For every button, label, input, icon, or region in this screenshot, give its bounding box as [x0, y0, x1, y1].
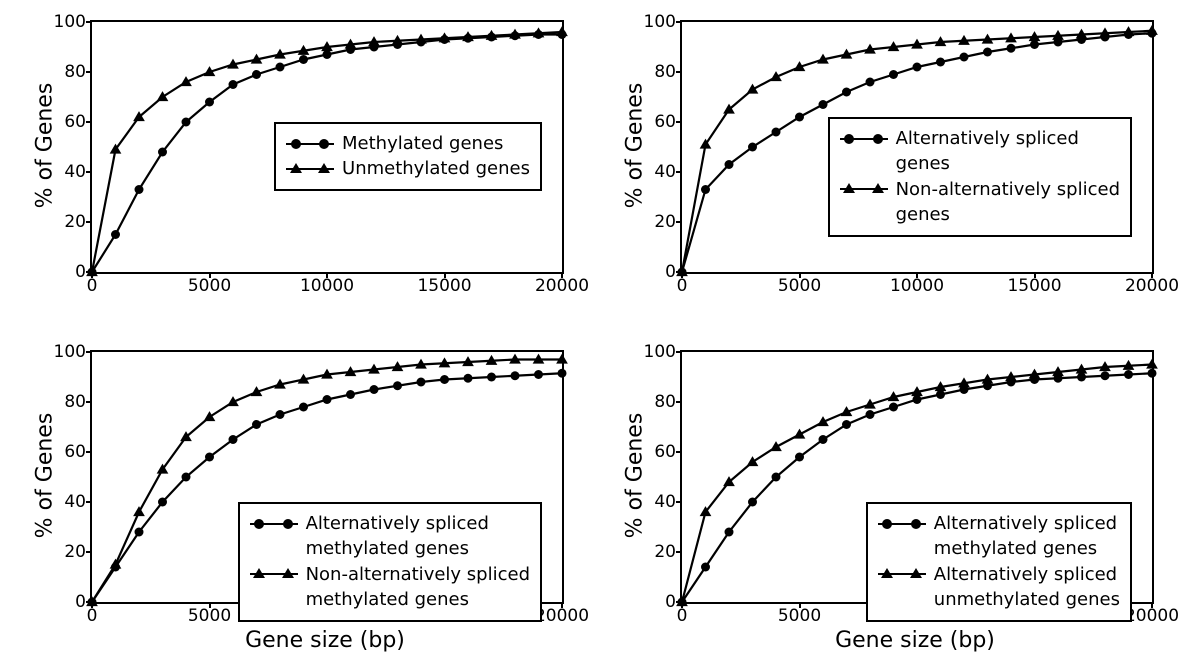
legend-sample-triangle	[878, 566, 926, 582]
plot-area: 02040608010005000100001500020000Alternat…	[680, 350, 1154, 604]
panel-bottom_left: 02040608010005000100001500020000Alternat…	[90, 350, 560, 600]
x-axis-label: Gene size (bp)	[90, 628, 560, 653]
ytick-label: 20	[64, 542, 92, 562]
ytick-label: 60	[654, 112, 682, 132]
ytick-label: 100	[644, 12, 682, 32]
ytick-label: 100	[54, 342, 92, 362]
xtick-label: 10000	[300, 272, 354, 296]
plot-area: 02040608010005000100001500020000Alternat…	[680, 20, 1154, 274]
legend-entry: methylated genes	[878, 537, 1120, 560]
legend-sample-circle	[840, 131, 888, 147]
xtick-label: 20000	[1125, 602, 1179, 626]
ytick-label: 20	[654, 542, 682, 562]
panel-top_left: 02040608010005000100001500020000Methylat…	[90, 20, 560, 270]
panel-top_right: 02040608010005000100001500020000Alternat…	[680, 20, 1150, 270]
xtick-label: 20000	[535, 272, 589, 296]
legend-label: unmethylated genes	[934, 588, 1120, 611]
legend-entry: Alternatively spliced	[878, 563, 1120, 586]
legend-sample-triangle	[286, 161, 334, 177]
legend-label: methylated genes	[934, 537, 1097, 560]
legend-entry: genes	[840, 203, 1120, 226]
legend-entry: Alternatively spliced	[878, 512, 1120, 535]
ytick-label: 60	[654, 442, 682, 462]
ytick-label: 40	[654, 162, 682, 182]
legend-entry: Methylated genes	[286, 132, 530, 155]
xtick-label: 5000	[188, 272, 231, 296]
ytick-label: 80	[654, 62, 682, 82]
legend-label: genes	[896, 152, 950, 175]
legend-entry: Alternatively spliced	[840, 127, 1120, 150]
legend-sample-circle	[286, 136, 334, 152]
ytick-label: 60	[64, 442, 92, 462]
xtick-label: 5000	[778, 272, 821, 296]
x-axis-label: Gene size (bp)	[680, 628, 1150, 653]
panel-bottom_right: 02040608010005000100001500020000Alternat…	[680, 350, 1150, 600]
legend-sample-triangle	[840, 181, 888, 197]
ytick-label: 60	[64, 112, 92, 132]
legend-label: Alternatively spliced	[934, 512, 1117, 535]
plot-area: 02040608010005000100001500020000Alternat…	[90, 350, 564, 604]
legend-sample-circle	[878, 516, 926, 532]
legend-label: methylated genes	[306, 537, 469, 560]
xtick-label: 15000	[417, 272, 471, 296]
ytick-label: 80	[654, 392, 682, 412]
y-axis-label: % of Genes	[623, 406, 648, 546]
legend-label: Alternatively spliced	[934, 563, 1117, 586]
ytick-label: 80	[64, 392, 92, 412]
legend-entry: genes	[840, 152, 1120, 175]
legend-entry: unmethylated genes	[878, 588, 1120, 611]
y-axis-label: % of Genes	[623, 76, 648, 216]
legend-entry: methylated genes	[250, 588, 530, 611]
ytick-label: 40	[64, 492, 92, 512]
legend-label: Alternatively spliced	[896, 127, 1079, 150]
legend-entry: Non-alternatively spliced	[840, 178, 1120, 201]
legend-label: Unmethylated genes	[342, 157, 530, 180]
xtick-label: 5000	[778, 602, 821, 626]
plot-area: 02040608010005000100001500020000Methylat…	[90, 20, 564, 274]
xtick-label: 10000	[890, 272, 944, 296]
legend-entry: Non-alternatively spliced	[250, 563, 530, 586]
xtick-label: 20000	[535, 602, 589, 626]
xtick-label: 15000	[1007, 272, 1061, 296]
legend-label: genes	[896, 203, 950, 226]
legend-entry: Unmethylated genes	[286, 157, 530, 180]
legend-label: methylated genes	[306, 588, 469, 611]
legend: Alternatively splicedmethylated genesNon…	[238, 502, 542, 622]
legend: Methylated genesUnmethylated genes	[274, 122, 542, 191]
xtick-label: 5000	[188, 602, 231, 626]
legend-sample-triangle	[250, 566, 298, 582]
ytick-label: 20	[64, 212, 92, 232]
legend-label: Alternatively spliced	[306, 512, 489, 535]
ytick-label: 40	[64, 162, 92, 182]
xtick-label: 20000	[1125, 272, 1179, 296]
legend-entry: Alternatively spliced	[250, 512, 530, 535]
legend: Alternatively splicedmethylated genesAlt…	[866, 502, 1132, 622]
legend-label: Non-alternatively spliced	[896, 178, 1120, 201]
y-axis-label: % of Genes	[33, 406, 58, 546]
ytick-label: 80	[64, 62, 92, 82]
ytick-label: 100	[54, 12, 92, 32]
figure: 02040608010005000100001500020000Methylat…	[0, 0, 1200, 663]
ytick-label: 100	[644, 342, 682, 362]
ytick-label: 40	[654, 492, 682, 512]
legend-sample-circle	[250, 516, 298, 532]
legend-label: Non-alternatively spliced	[306, 563, 530, 586]
legend-entry: methylated genes	[250, 537, 530, 560]
legend-label: Methylated genes	[342, 132, 503, 155]
y-axis-label: % of Genes	[33, 76, 58, 216]
ytick-label: 20	[654, 212, 682, 232]
legend: Alternatively splicedgenesNon-alternativ…	[828, 117, 1132, 237]
